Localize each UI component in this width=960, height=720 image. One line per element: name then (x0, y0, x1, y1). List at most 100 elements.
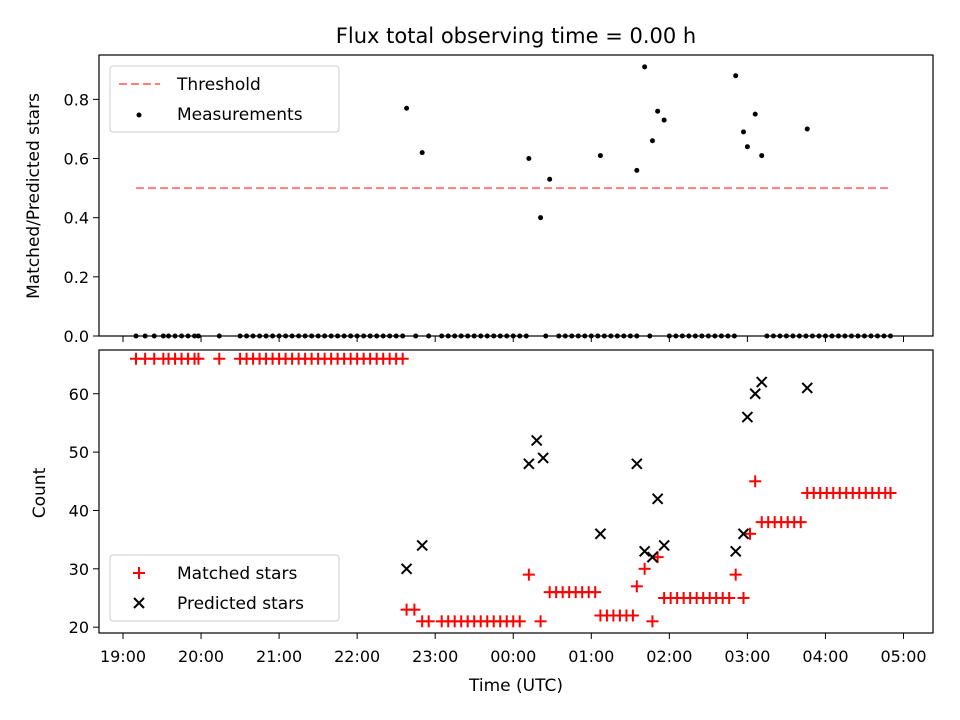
bottom-y-tick-label: 30 (69, 560, 89, 579)
matched-star-marker (723, 591, 736, 604)
measurement-point (642, 64, 648, 70)
matched-star-marker (646, 615, 659, 628)
predicted-star-marker (729, 545, 742, 558)
measurements-legend-marker (136, 112, 142, 118)
measurement-point (744, 144, 750, 150)
predicted-marker-b (756, 376, 768, 388)
x-axis-label: Time (UTC) (468, 676, 563, 696)
predicted-star-marker (646, 551, 659, 563)
predicted-star-marker (756, 376, 768, 388)
matched-star-marker (396, 352, 409, 365)
matched-star-marker (589, 586, 602, 599)
count-plot: 20 30 40 50 60 19:00 20:00 21:00 22:00 23:00 00:00… (69, 352, 927, 666)
matched-star-marker (729, 568, 742, 581)
matched-star-marker (192, 352, 205, 365)
predicted-marker-b (737, 528, 750, 540)
measurement-point (419, 150, 425, 156)
x-tick-label: 04:00 (802, 647, 848, 666)
measurement-point (759, 153, 765, 159)
predicted-marker-b (646, 551, 659, 563)
predicted-marker-b (658, 539, 670, 552)
predicted-marker-b (631, 458, 643, 470)
predicted-marker-b (537, 452, 549, 464)
measurement-point (740, 129, 746, 135)
matched-star-marker (737, 591, 750, 604)
matched-star-marker (534, 615, 547, 628)
top-y-axis-label: Matched/Predicted stars (24, 93, 44, 299)
predicted-marker-b (729, 545, 742, 558)
predicted-star-marker (651, 493, 664, 505)
predicted-marker-b (741, 411, 754, 423)
top-legend: Threshold Measurements (109, 65, 340, 133)
measurements-legend-label: Measurements (177, 105, 303, 125)
x-tick-label: 19:00 (100, 647, 146, 666)
measurement-point (733, 73, 739, 79)
predicted-star-marker (537, 452, 549, 464)
matched-star-marker (794, 516, 807, 529)
predicted-star-marker (741, 411, 754, 423)
top-y-tick-label: 0.6 (64, 150, 89, 169)
bottom-y-tick-label: 20 (69, 618, 89, 637)
bottom-y-axis-label: Count (30, 467, 50, 518)
matched-star-marker (626, 609, 639, 622)
matched-star-marker (630, 580, 643, 593)
predicted-legend-label: Predicted stars (177, 594, 304, 614)
top-plot-frame (98, 54, 934, 337)
x-tick-label: 01:00 (568, 647, 614, 666)
ratio-plot: 0.0 0.2 0.4 0.6 0.8 (64, 64, 904, 346)
measurement-point (752, 111, 758, 117)
matched-star-marker (638, 562, 651, 575)
measurement-point (649, 138, 655, 144)
x-tick-label: 02:00 (646, 647, 692, 666)
measurement-point (538, 215, 544, 221)
matched-star-marker (884, 486, 897, 499)
predicted-star-marker (749, 388, 761, 400)
threshold-legend-label: Threshold (176, 75, 261, 95)
predicted-star-marker (523, 458, 535, 470)
top-y-tick-label: 0.4 (64, 209, 89, 228)
measurement-point (655, 108, 661, 114)
predicted-star-marker (631, 458, 643, 470)
x-tick-label: 22:00 (334, 647, 380, 666)
predicted-star-marker (400, 563, 413, 575)
x-tick-label: 23:00 (412, 647, 458, 666)
predicted-star-marker (416, 539, 428, 552)
chart-title: Flux total observing time = 0.00 h (336, 24, 696, 48)
x-tick-label: 21:00 (256, 647, 302, 666)
bottom-legend-box (109, 554, 340, 622)
predicted-marker-b (400, 563, 413, 575)
predicted-marker-b (416, 539, 428, 552)
top-y-tick-label: 0.2 (64, 268, 89, 287)
x-tick-label: 00:00 (490, 647, 536, 666)
predicted-marker-b (638, 545, 651, 558)
matched-star-marker (749, 475, 762, 488)
bottom-plot-frame (98, 349, 934, 634)
matched-star-marker (744, 527, 757, 540)
predicted-marker-b (801, 382, 813, 394)
predicted-star-marker (594, 528, 607, 540)
x-tick-label: 03:00 (724, 647, 770, 666)
predicted-marker-b (749, 388, 761, 400)
x-tick-label: 05:00 (880, 647, 926, 666)
matched-legend-label: Matched stars (177, 564, 297, 584)
top-y-tick-label: 0.8 (64, 90, 89, 109)
matched-star-marker (522, 568, 535, 581)
predicted-marker-b (530, 434, 543, 447)
bottom-y-tick-label: 40 (69, 501, 89, 520)
measurement-point (597, 153, 603, 159)
measurement-point (547, 176, 553, 182)
bottom-y-tick-label: 60 (69, 385, 89, 404)
predicted-star-marker (737, 528, 750, 540)
matched-star-marker (408, 603, 421, 616)
matched-star-marker (422, 615, 435, 628)
predicted-marker-b (651, 493, 664, 505)
matched-star-marker (213, 352, 226, 365)
predicted-marker-b (594, 528, 607, 540)
predicted-star-marker (658, 539, 670, 552)
bottom-legend: Matched stars Predicted stars (109, 554, 340, 622)
measurement-point (804, 126, 810, 132)
predicted-star-marker (530, 434, 543, 447)
matched-star-marker (513, 615, 526, 628)
top-y-tick-label: 0.0 (64, 327, 89, 346)
